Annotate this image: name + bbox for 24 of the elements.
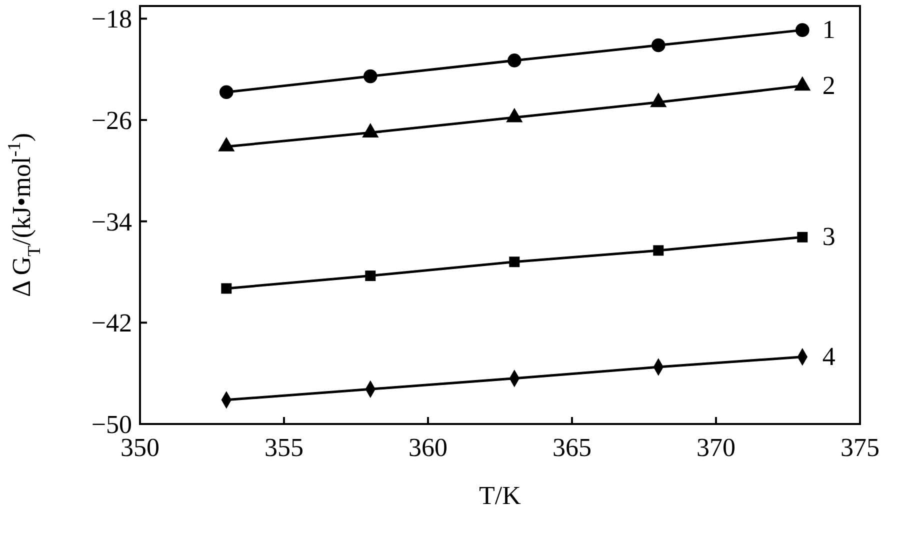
point [365, 270, 376, 282]
point [795, 23, 810, 37]
x-tick-label: 370 [696, 433, 736, 462]
x-tick-label: 355 [264, 433, 304, 462]
x-tick-label: 365 [552, 433, 592, 462]
point [797, 232, 808, 242]
series-label: 4 [822, 342, 836, 371]
point [651, 38, 666, 52]
point [219, 85, 234, 100]
point [653, 245, 664, 256]
point [507, 54, 522, 68]
y-tick-label: −18 [91, 4, 132, 34]
series-label: 1 [822, 15, 836, 44]
x-axis-title: T/K [479, 481, 522, 510]
series-label: 3 [822, 222, 836, 252]
y-tick-label: −34 [91, 207, 132, 236]
y-tick-label: −42 [91, 308, 132, 338]
series-label: 2 [822, 70, 836, 100]
x-tick-label: 360 [408, 433, 448, 462]
point [509, 256, 520, 268]
point [363, 69, 378, 84]
x-tick-label: 375 [840, 433, 880, 462]
point [221, 283, 232, 294]
y-tick-label: −26 [91, 106, 132, 135]
